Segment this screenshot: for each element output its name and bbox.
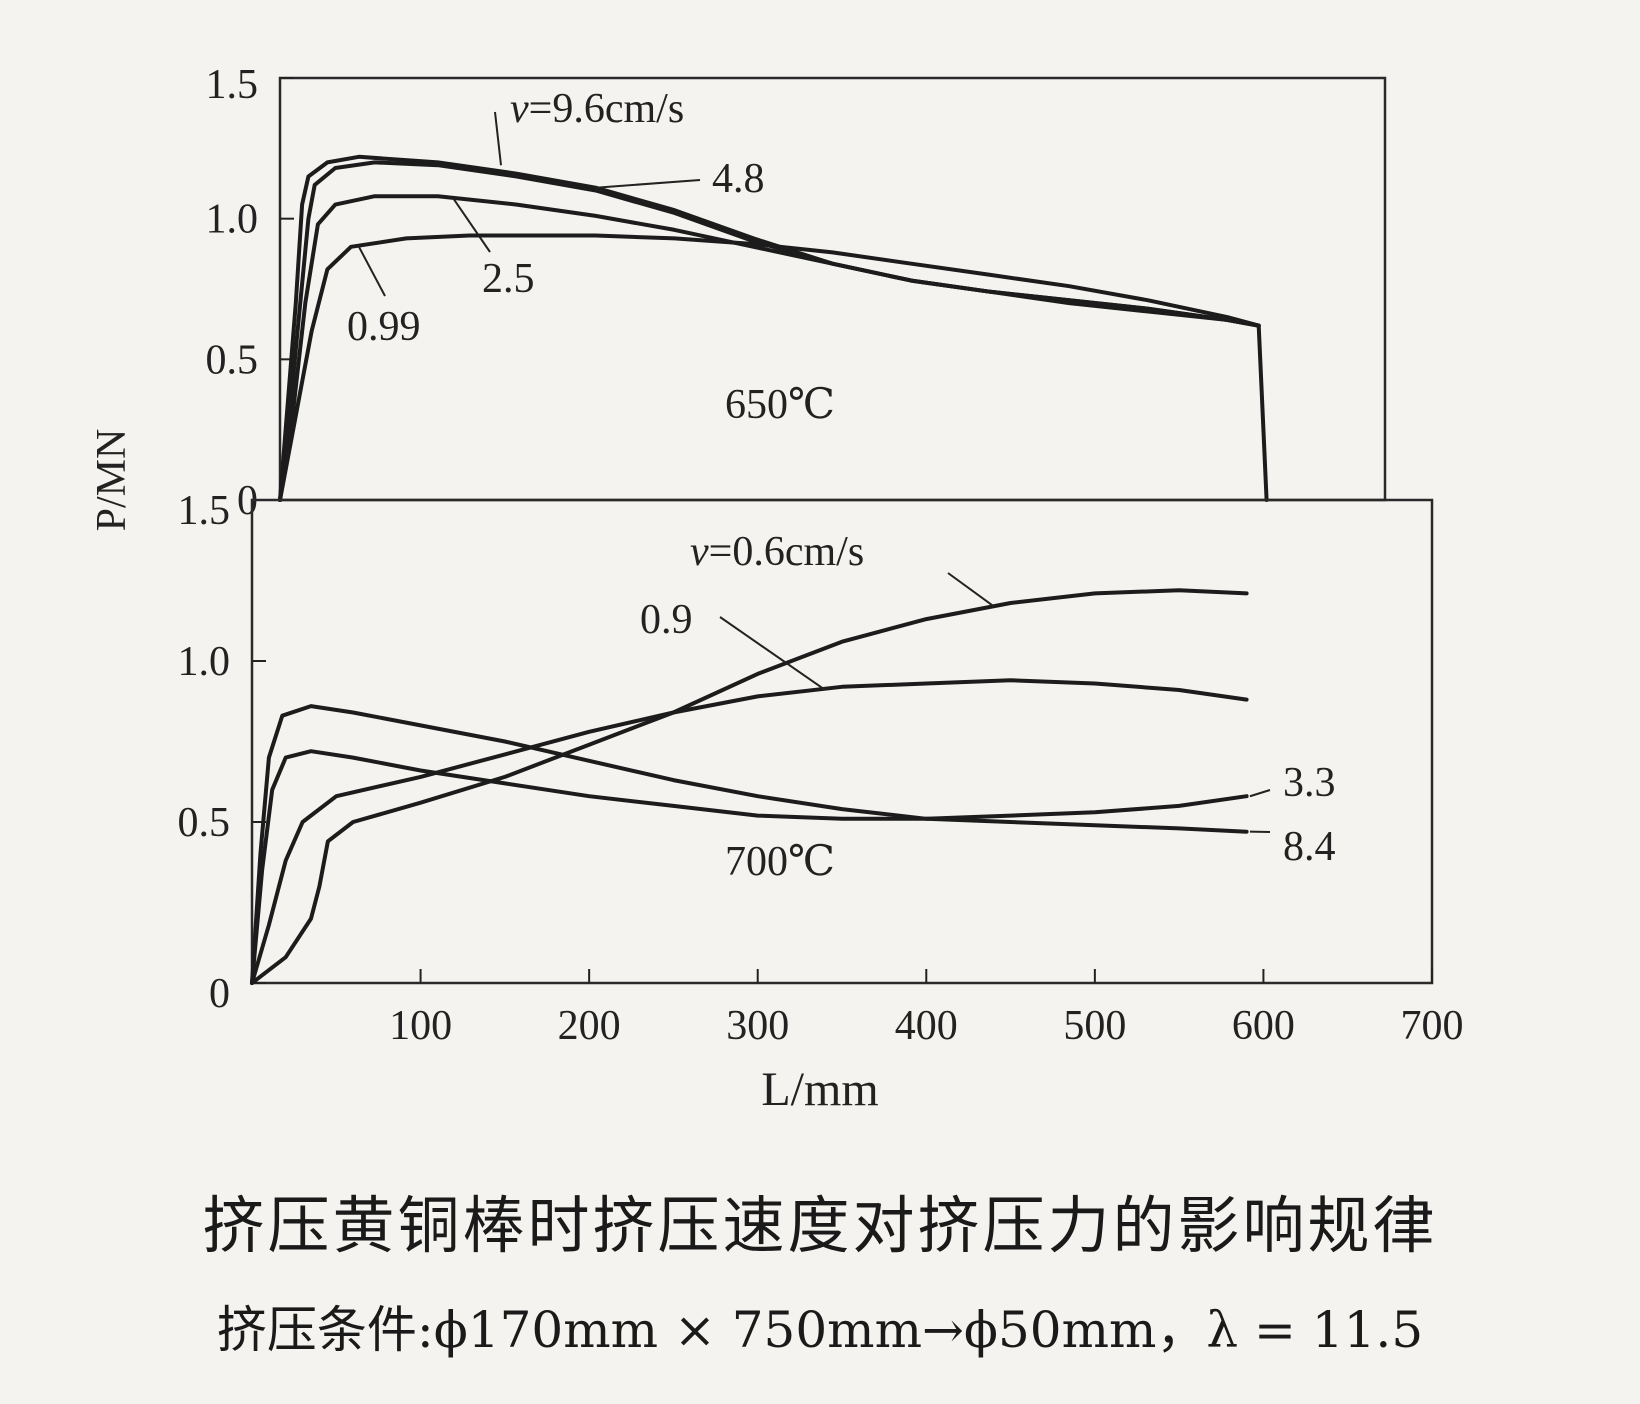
series-line-4.8 bbox=[278, 160, 1261, 502]
series-leader-3.3 bbox=[1249, 789, 1271, 798]
y-tick-label: 1.5 bbox=[178, 488, 231, 534]
bottom-chart-panel: 0 0.5 1.0 1.5 100 200 300 400 500 600 700 v=0.6cm/s… bbox=[178, 488, 1464, 1049]
y-tick-label: 0.5 bbox=[206, 337, 259, 383]
series-line-3.3 bbox=[250, 749, 1249, 985]
x-tick-label: 500 bbox=[1063, 1003, 1126, 1049]
x-axis-label: L/mm bbox=[761, 1063, 878, 1116]
figure-caption-title: 挤压黄铜棒时挤压速度对挤压力的影响规律 bbox=[202, 1189, 1438, 1262]
series-line-0.6 bbox=[250, 588, 1249, 985]
x-tick-label: 200 bbox=[558, 1003, 621, 1049]
series-label-4.8: 4.8 bbox=[712, 156, 765, 202]
temperature-annotation: 700℃ bbox=[725, 839, 835, 885]
series-label-3.3: 3.3 bbox=[1283, 760, 1336, 806]
y-tick-label: 0 bbox=[209, 971, 230, 1017]
series-line-0.9 bbox=[250, 678, 1249, 985]
series-leader-4.8 bbox=[595, 179, 701, 189]
temperature-annotation: 650℃ bbox=[725, 382, 835, 428]
plot-frame bbox=[278, 76, 1387, 502]
y-axis-label: P/MN bbox=[89, 429, 135, 532]
series-line-9.6 bbox=[278, 154, 1269, 502]
series-leader-0.6 bbox=[947, 572, 995, 608]
x-tick-label: 400 bbox=[895, 1003, 958, 1049]
series-leader-2.5 bbox=[452, 198, 491, 253]
y-tick-label: 1.0 bbox=[206, 197, 259, 243]
series-label-0.6: v=0.6cm/s bbox=[690, 529, 864, 575]
y-tick-label: 1.0 bbox=[178, 639, 231, 685]
y-tick-label: 1.5 bbox=[206, 62, 259, 108]
series-label-2.5: 2.5 bbox=[482, 256, 535, 302]
chart-figure: 0 0.5 1.0 1.5 v=9.6cm/s 4.8 2.5 0.99 650℃ 0 0.5 1.… bbox=[89, 62, 1464, 1116]
x-tick-label: 600 bbox=[1232, 1003, 1295, 1049]
series-line-2.5 bbox=[278, 194, 1261, 502]
y-tick-label: 0.5 bbox=[178, 800, 231, 846]
x-tick-label: 300 bbox=[726, 1003, 789, 1049]
series-line-8.4 bbox=[250, 704, 1249, 985]
series-leader-9.6 bbox=[494, 111, 502, 166]
series-label-8.4: 8.4 bbox=[1283, 824, 1336, 870]
series-label-0.9: 0.9 bbox=[640, 597, 693, 643]
series-leader-0.9 bbox=[719, 616, 826, 691]
x-tick-label: 100 bbox=[389, 1003, 452, 1049]
series-line-0.99 bbox=[278, 233, 1261, 502]
series-label-9.6: v=9.6cm/s bbox=[510, 86, 684, 132]
figure-caption-subtitle: 挤压条件:ϕ170mm × 750mm→ϕ50mm，λ = 11.5 bbox=[216, 1301, 1424, 1359]
x-tick-label: 700 bbox=[1401, 1003, 1464, 1049]
series-label-0.99: 0.99 bbox=[347, 304, 421, 350]
plot-frame bbox=[250, 498, 1434, 985]
series-leader-0.99 bbox=[358, 246, 386, 297]
